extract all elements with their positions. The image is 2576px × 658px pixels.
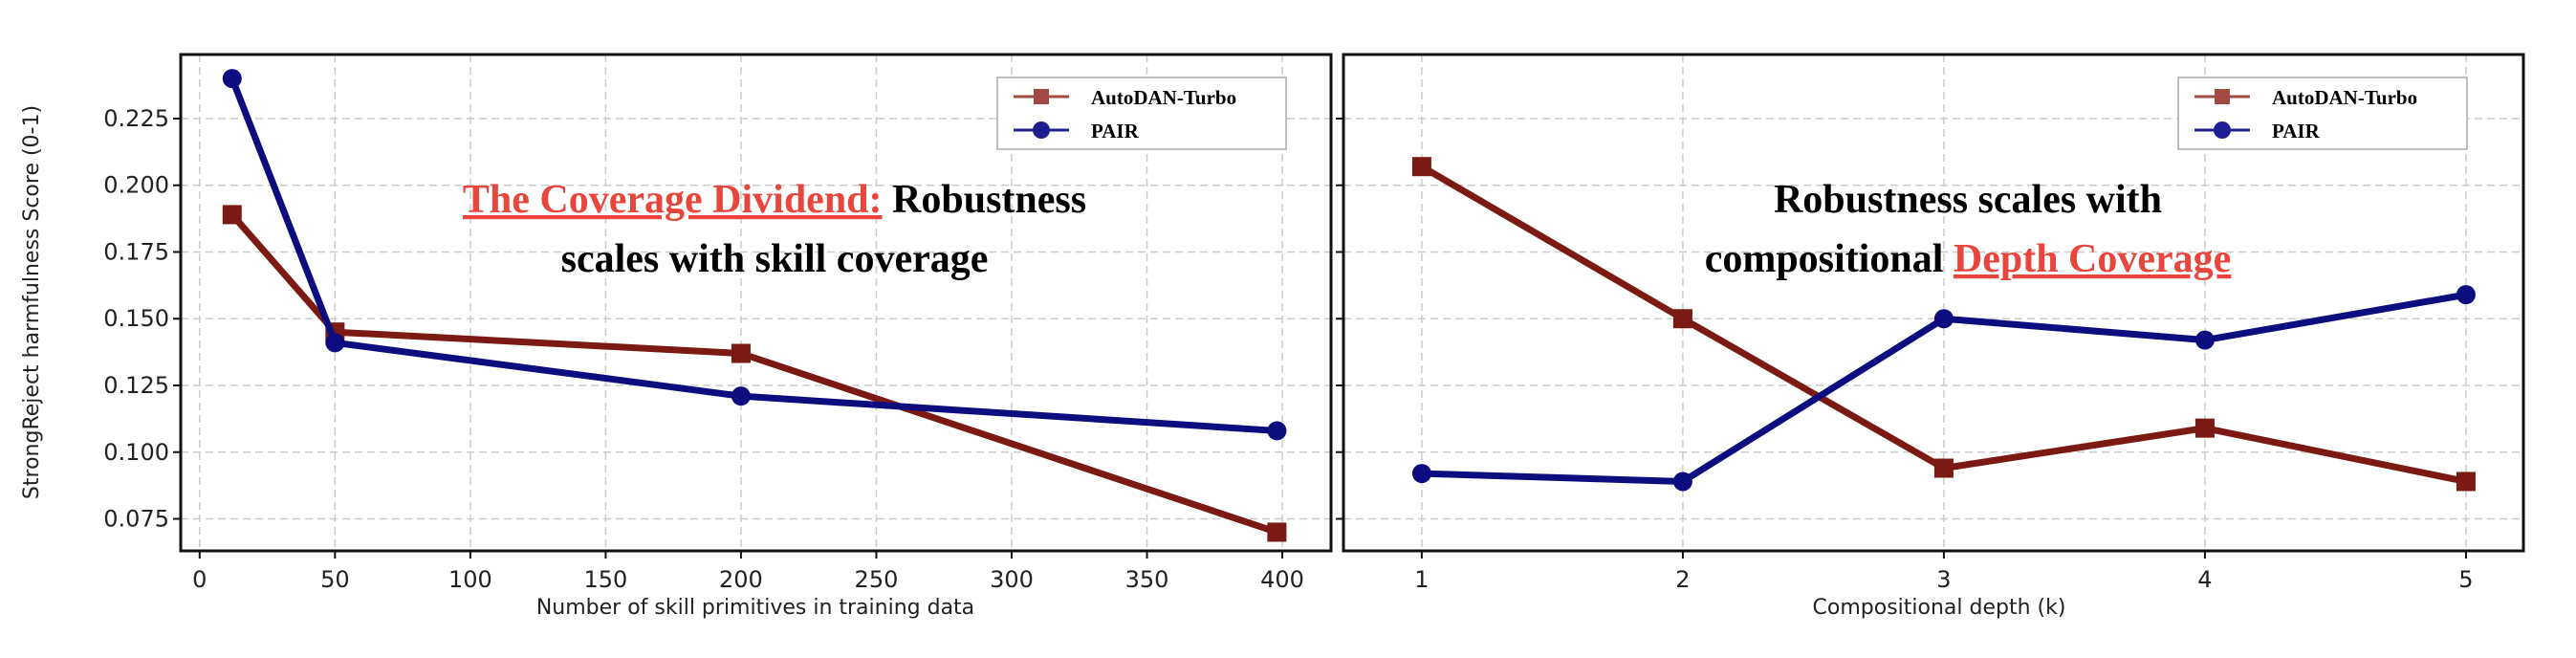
- data-point-square: [1672, 309, 1692, 329]
- legend-label-autodan: AutoDAN-Turbo: [2272, 86, 2417, 109]
- right-title-line1: Robustness scales with: [1774, 178, 2162, 222]
- right-title-highlight: Depth Coverage: [1954, 237, 2231, 281]
- data-point-square: [1411, 157, 1431, 177]
- x-tick-label: 3: [1936, 566, 1951, 593]
- legend-circle-marker-icon: [2214, 121, 2231, 139]
- left-title-line1: The Coverage Dividend: Robustness: [463, 178, 1086, 222]
- data-point-circle: [2456, 285, 2476, 305]
- x-tick-label: 2: [1675, 566, 1690, 593]
- series-line-autodan-turbo: [229, 212, 1278, 536]
- legend-square-marker-icon: [1034, 89, 1049, 104]
- data-point-circle: [1267, 421, 1287, 441]
- legend-circle-marker-icon: [1033, 121, 1050, 139]
- data-point-circle: [325, 333, 345, 353]
- data-point-circle: [2194, 330, 2215, 350]
- data-point-circle: [1411, 464, 1431, 484]
- y-tick-label: 0.125: [103, 372, 169, 399]
- data-point-square: [1267, 522, 1287, 542]
- x-tick-label: 200: [719, 566, 763, 593]
- left-x-axis-label: Number of skill primitives in training d…: [536, 596, 974, 620]
- y-tick-label: 0.225: [103, 105, 169, 132]
- data-point-circle: [222, 69, 242, 89]
- right-axes-frame: [1342, 53, 2525, 553]
- data-point-square: [731, 343, 751, 363]
- data-point-circle: [731, 386, 751, 406]
- right-x-axis-label: Compositional depth (k): [1813, 596, 2066, 620]
- x-tick-label: 400: [1260, 566, 1304, 593]
- y-tick-label: 0.075: [103, 506, 169, 533]
- right-title-line2: compositional Depth Coverage: [1705, 237, 2232, 281]
- x-tick-label: 5: [2458, 566, 2473, 593]
- left-title-highlight: The Coverage Dividend:: [463, 178, 883, 222]
- data-point-square: [1933, 458, 1954, 478]
- data-point-circle: [1672, 472, 1692, 492]
- left-axes-frame: [179, 53, 1333, 553]
- data-point-circle: [1933, 309, 1954, 329]
- legend-label-autodan: AutoDAN-Turbo: [1091, 86, 1236, 109]
- y-tick-label: 0.175: [103, 238, 169, 265]
- data-point-square: [222, 205, 242, 225]
- series-line-pair: [229, 77, 1277, 434]
- x-tick-label: 150: [583, 566, 627, 593]
- x-tick-label: 0: [192, 566, 207, 593]
- x-tick-label: 350: [1125, 566, 1169, 593]
- y-tick-label: 0.200: [103, 172, 169, 199]
- y-tick-label: 0.150: [103, 305, 169, 332]
- x-tick-label: 50: [320, 566, 350, 593]
- right-legend: AutoDAN-Turbo PAIR: [2177, 77, 2468, 150]
- data-point-square: [2194, 418, 2215, 438]
- x-tick-label: 100: [448, 566, 492, 593]
- legend-label-pair: PAIR: [2272, 120, 2321, 143]
- right-title-rest: compositional: [1705, 237, 1954, 281]
- y-axis-label: StrongReject harmfulness Score (0-1): [20, 105, 44, 499]
- right-chart: 1 2 3 4 5 Robustness scales with composition…: [1336, 53, 2525, 620]
- legend-square-marker-icon: [2215, 89, 2230, 104]
- left-title-rest: Robustness: [883, 178, 1087, 222]
- x-tick-label: 250: [855, 566, 899, 593]
- x-tick-label: 4: [2197, 566, 2212, 593]
- left-title-line2: scales with skill coverage: [561, 237, 989, 281]
- x-tick-label: 1: [1414, 566, 1429, 593]
- data-point-square: [2456, 472, 2476, 492]
- y-tick-label: 0.100: [103, 439, 169, 466]
- legend-label-pair: PAIR: [1091, 120, 1140, 143]
- x-tick-label: 300: [990, 566, 1034, 593]
- left-legend: AutoDAN-Turbo PAIR: [996, 77, 1287, 150]
- left-chart: 0 50 100 150 200 250 300 350 400 0.075 0.100 0.125 0…: [20, 53, 1333, 620]
